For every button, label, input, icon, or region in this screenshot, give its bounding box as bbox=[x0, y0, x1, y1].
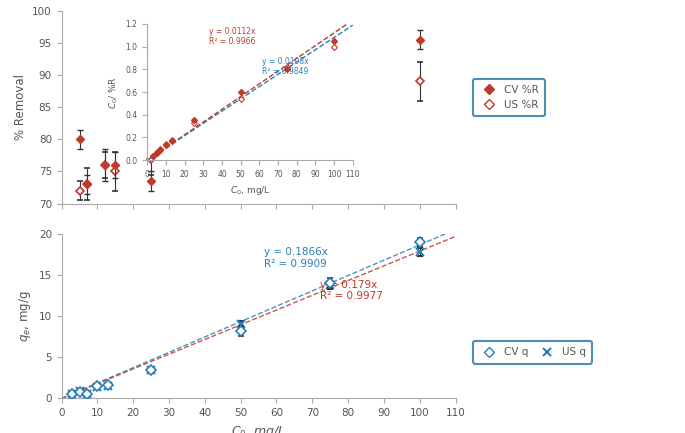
X-axis label: $C_0$, mg/L: $C_0$, mg/L bbox=[229, 184, 271, 197]
Text: y = 0.0108x
R² = 0.9849: y = 0.0108x R² = 0.9849 bbox=[262, 57, 309, 76]
Text: y = 0.1866x
R² = 0.9909: y = 0.1866x R² = 0.9909 bbox=[264, 247, 328, 268]
Y-axis label: $C_0$/ %R: $C_0$/ %R bbox=[108, 75, 120, 109]
Y-axis label: % Removal: % Removal bbox=[14, 74, 27, 140]
X-axis label: $C_0$, mg/L: $C_0$, mg/L bbox=[231, 423, 286, 433]
Text: y = 0.179x
R² = 0.9977: y = 0.179x R² = 0.9977 bbox=[320, 280, 382, 301]
Text: y = 0.0112x
R² = 0.9966: y = 0.0112x R² = 0.9966 bbox=[209, 26, 256, 46]
Legend: CV %R, US %R: CV %R, US %R bbox=[473, 79, 545, 116]
Legend: CV q, US q: CV q, US q bbox=[473, 341, 592, 364]
Y-axis label: $q_e$, mg/g: $q_e$, mg/g bbox=[17, 290, 33, 342]
